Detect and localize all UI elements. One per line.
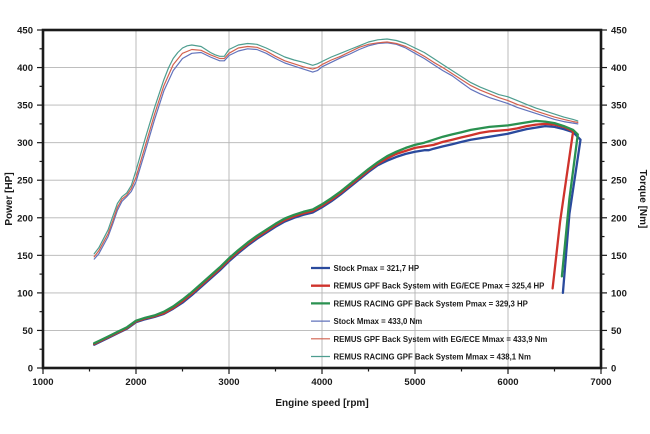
y-tick-label-left: 50 [22,326,33,337]
legend-label-gpf-torque: REMUS GPF Back System with EG/ECE Mmax =… [334,335,548,344]
y-tick-label-left: 450 [17,26,33,37]
curve-racing-torque [93,38,579,255]
legend-label-racing-power: REMUS RACING GPF Back System Pmax = 329,… [334,299,528,308]
y-tick-label-left: 350 [17,101,33,112]
curve-gpf-power [93,122,575,346]
y-tick-label-right: 300 [611,138,627,149]
y-tick-label-left: 200 [17,213,33,224]
curve-stock-torque [93,42,579,260]
y-tick-label-right: 450 [611,26,627,37]
y-tick-label-left: 300 [17,138,33,149]
y-tick-label-right: 100 [611,288,627,299]
legend-item-gpf-torque: REMUS GPF Back System with EG/ECE Mmax =… [311,335,547,344]
tick-labels: 0 0 50 50 100 100 150 150 200 200 250 250 300 300 350 3… [17,26,627,389]
legend-label-stock-torque: Stock Mmax = 433,0 Nm [334,317,423,326]
curve-racing-power [93,119,579,345]
x-tick-label: 2000 [125,377,146,388]
legend-item-racing-power: REMUS RACING GPF Back System Pmax = 329,… [311,299,528,308]
y-tick-label-left: 400 [17,63,33,74]
y-tick-label-right: 250 [611,176,627,187]
x-axis-title: Engine speed [rpm] [275,398,368,409]
y-tick-label-right: 400 [611,63,627,74]
y-tick-label-right: 50 [611,326,622,337]
y-tick-label-left: 150 [17,251,33,262]
y-tick-label-right: 150 [611,251,627,262]
curves [93,38,582,346]
y-tick-label-right: 0 [611,364,616,375]
y-tick-label-left: 0 [28,364,33,375]
y-axis-title-left: Power [HP] [4,172,15,225]
y-axis-title-right: Torque [Nm] [637,170,648,229]
chart-legend: Stock Pmax = 321,7 HP REMUS GPF Back Syst… [311,264,547,362]
legend-label-gpf-power: REMUS GPF Back System with EG/ECE Pmax =… [334,282,545,291]
x-tick-label: 1000 [32,377,53,388]
x-tick-label: 6000 [497,377,518,388]
legend-item-stock-torque: Stock Mmax = 433,0 Nm [311,317,422,326]
legend-label-racing-torque: REMUS RACING GPF Back System Mmax = 438,… [334,353,531,362]
gridlines [43,30,601,368]
x-tick-label: 7000 [590,377,611,388]
legend-item-racing-torque: REMUS RACING GPF Back System Mmax = 438,… [311,353,531,362]
y-tick-label-left: 250 [17,176,33,187]
x-tick-label: 3000 [218,377,239,388]
y-tick-label-right: 200 [611,213,627,224]
legend-item-gpf-power: REMUS GPF Back System with EG/ECE Pmax =… [311,282,544,291]
x-tick-label: 5000 [404,377,425,388]
y-tick-label-left: 100 [17,288,33,299]
legend-item-stock-power: Stock Pmax = 321,7 HP [311,264,419,273]
y-tick-label-right: 350 [611,101,627,112]
legend-label-stock-power: Stock Pmax = 321,7 HP [334,264,420,273]
axis-ticks [37,29,607,374]
x-tick-label: 4000 [311,377,332,388]
curve-gpf-torque [93,41,579,258]
